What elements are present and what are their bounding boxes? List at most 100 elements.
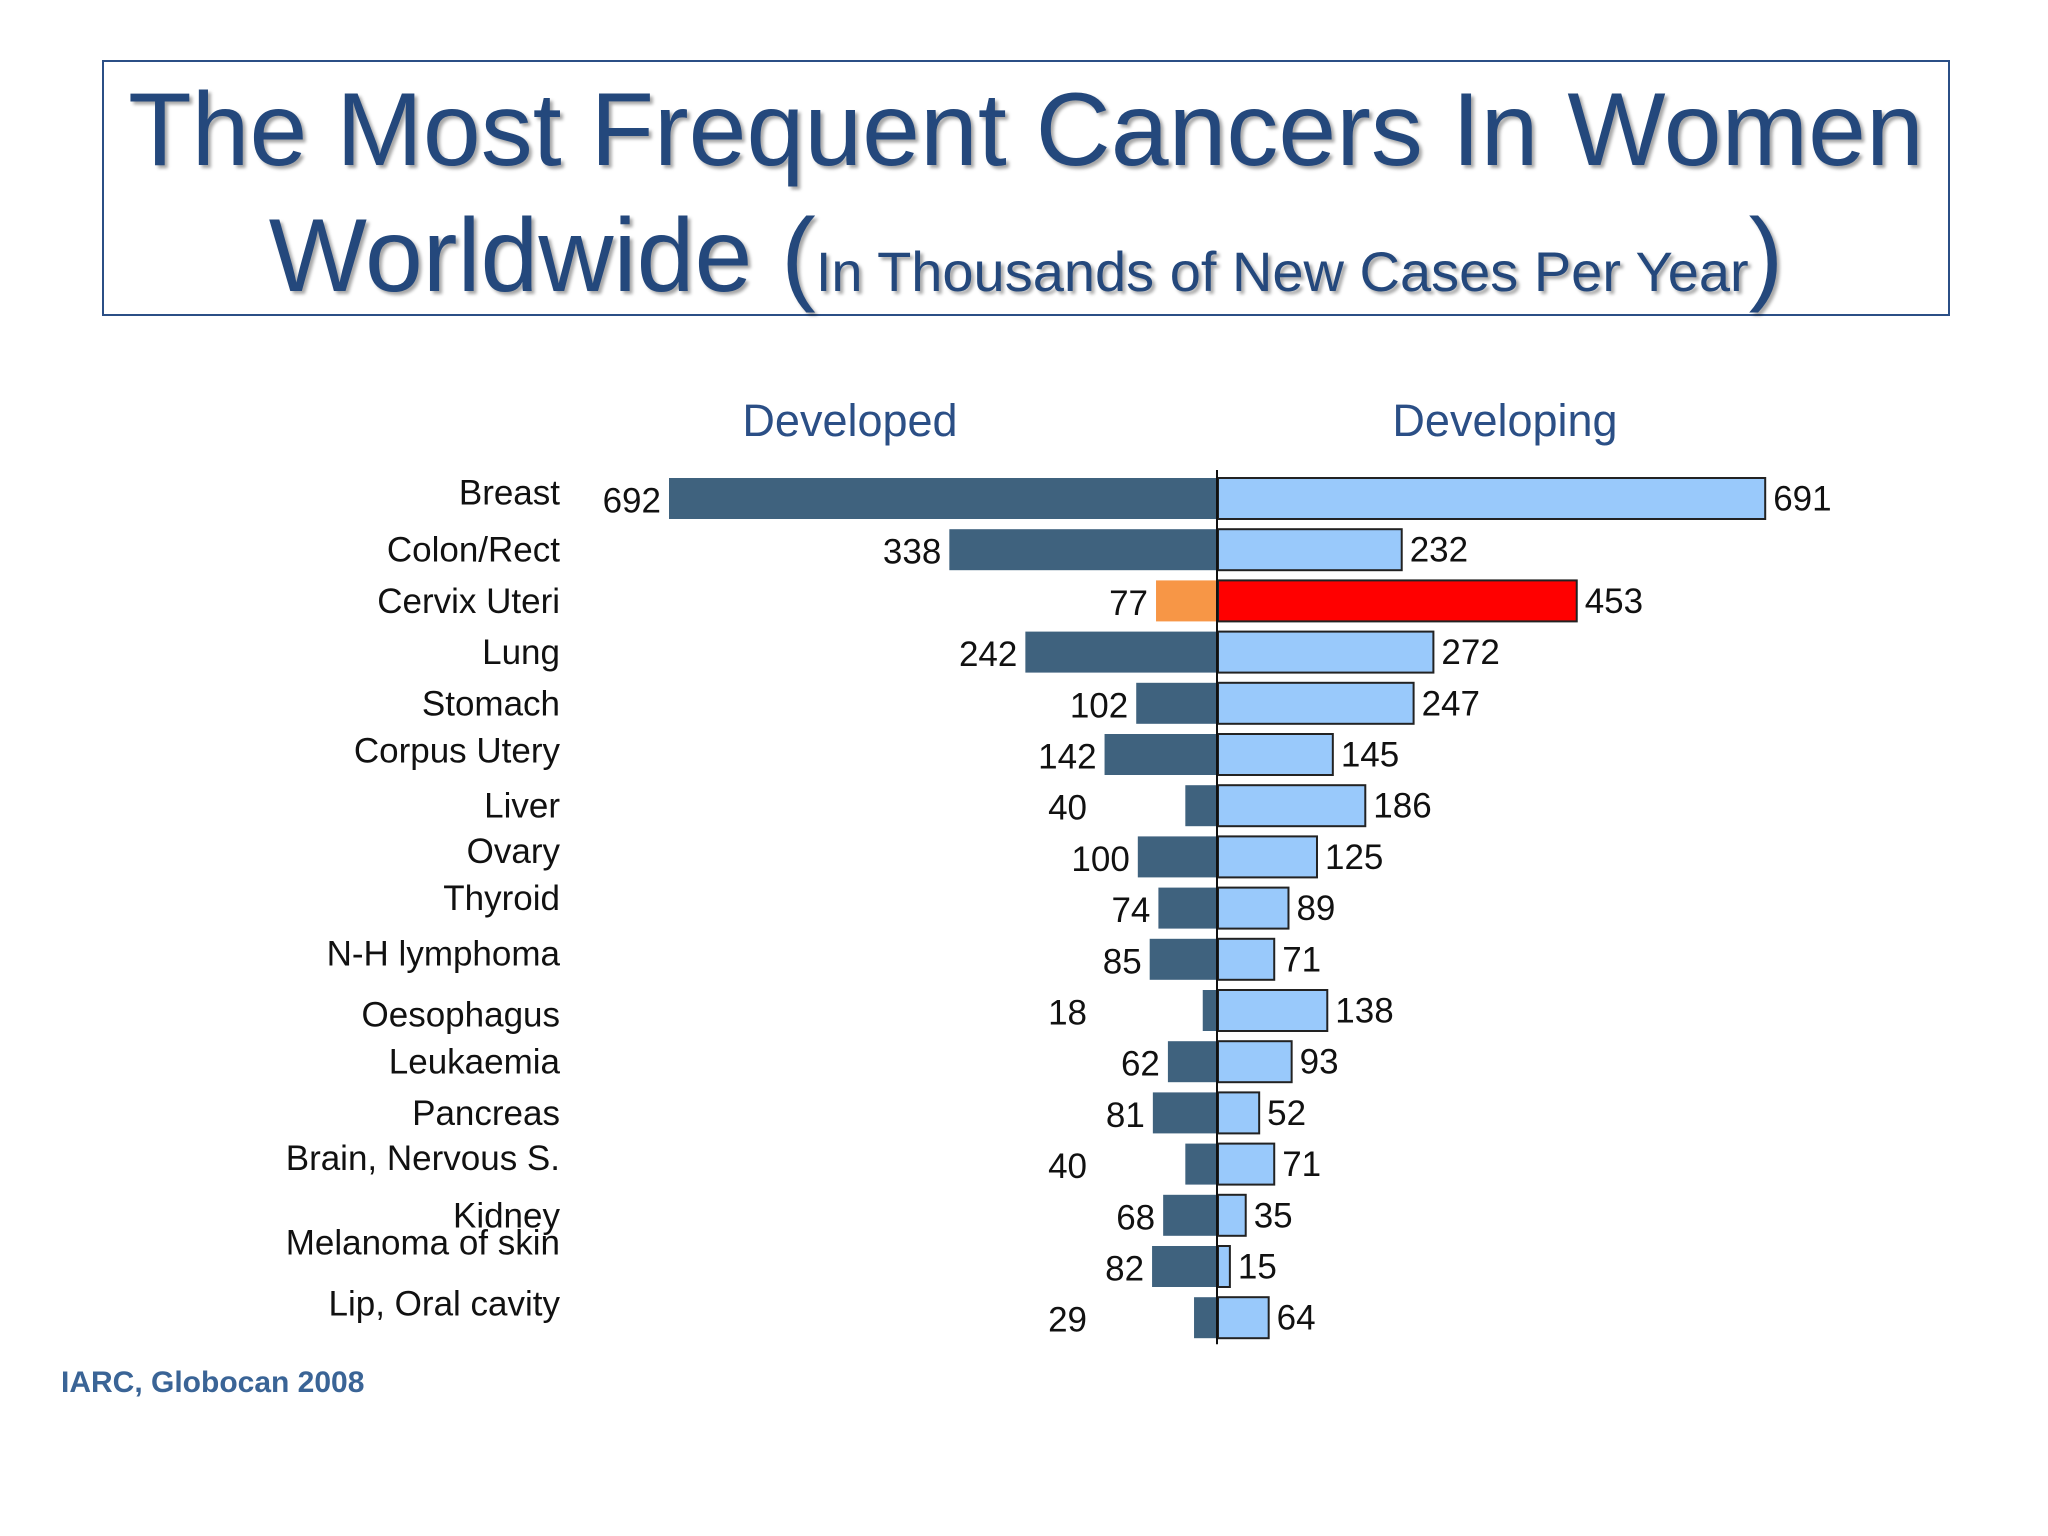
bar-developed-brain-nervous-s — [1185, 1143, 1217, 1185]
category-label-brain-nervous-s: Brain, Nervous S. — [286, 1139, 560, 1178]
value-label-developing-lip-oral-cavity: 64 — [1277, 1299, 1316, 1338]
value-label-developed-ovary: 100 — [1071, 840, 1129, 879]
bar-developed-ovary — [1137, 836, 1217, 878]
value-label-developed-n-h-lymphoma: 85 — [1103, 942, 1142, 981]
value-label-developed-leukaemia: 62 — [1121, 1045, 1160, 1084]
bar-developing-leukaemia — [1217, 1040, 1293, 1084]
category-label-kidney: Kidney — [453, 1196, 561, 1235]
bar-developed-pancreas — [1152, 1092, 1217, 1134]
value-label-developed-breast: 692 — [603, 482, 661, 521]
developing-bars — [1217, 477, 1767, 1340]
value-label-developing-oesophagus: 138 — [1335, 992, 1393, 1031]
value-label-developing-pancreas: 52 — [1267, 1094, 1306, 1133]
bar-developed-corpus-utery — [1104, 734, 1217, 775]
category-label-lip-oral-cavity: Lip, Oral cavity — [329, 1285, 561, 1324]
chart-title-line-1: The Most Frequent Cancers In Women — [128, 72, 1924, 188]
chart-title-main: Worldwide ( — [268, 198, 816, 314]
value-label-developing-cervix-uteri: 453 — [1585, 582, 1643, 621]
category-label-breast: Breast — [459, 474, 560, 513]
value-label-developed-lip-oral-cavity: 29 — [1048, 1301, 1087, 1340]
bar-developing-lung — [1217, 630, 1435, 674]
chart-title-line-2: Worldwide (In Thousands of New Cases Per… — [104, 198, 1948, 330]
bar-developed-breast — [669, 478, 1217, 519]
bar-developing-n-h-lymphoma — [1217, 937, 1276, 981]
value-label-developing-melanoma-of-skin: 15 — [1238, 1248, 1277, 1287]
value-label-developing-breast: 691 — [1773, 480, 1831, 519]
bar-developed-oesophagus — [1202, 990, 1217, 1031]
bar-developed-stomach — [1136, 682, 1217, 724]
value-label-developed-brain-nervous-s: 40 — [1048, 1147, 1087, 1186]
title-box: The Most Frequent Cancers In Women World… — [102, 60, 1950, 316]
bar-developing-thyroid — [1217, 886, 1290, 930]
value-label-developed-liver: 40 — [1048, 789, 1087, 828]
source-note: IARC, Globocan 2008 — [61, 1366, 365, 1399]
value-label-developing-kidney: 35 — [1254, 1196, 1293, 1235]
bar-developing-colon-rect — [1217, 528, 1403, 572]
bar-developed-lung — [1025, 631, 1217, 673]
bar-developed-melanoma-of-skin — [1152, 1246, 1217, 1287]
category-label-lung: Lung — [482, 633, 560, 672]
category-labels: Breast Colon/Rect Cervix Uteri Lung Stomach C… — [286, 474, 561, 1324]
value-label-developing-thyroid: 89 — [1296, 889, 1335, 928]
bar-developing-kidney — [1217, 1193, 1247, 1237]
bar-developing-ovary — [1217, 835, 1318, 879]
value-label-developing-stomach: 247 — [1422, 684, 1480, 723]
heading-developing: Developing — [1392, 395, 1617, 446]
category-label-thyroid: Thyroid — [443, 879, 560, 918]
category-label-corpus-utery: Corpus Utery — [354, 732, 561, 771]
bar-developed-n-h-lymphoma — [1149, 938, 1217, 980]
category-label-oesophagus: Oesophagus — [362, 996, 560, 1035]
bar-developing-melanoma-of-skin — [1217, 1245, 1231, 1288]
category-label-cervix-uteri: Cervix Uteri — [377, 582, 560, 621]
value-label-developing-colon-rect: 232 — [1410, 531, 1468, 570]
value-label-developing-ovary: 125 — [1325, 838, 1383, 877]
value-label-developing-brain-nervous-s: 71 — [1282, 1145, 1321, 1184]
value-label-developed-stomach: 102 — [1070, 686, 1128, 725]
bar-developed-thyroid — [1158, 887, 1217, 929]
value-label-developing-liver: 186 — [1373, 787, 1431, 826]
bar-developed-leukaemia — [1167, 1041, 1217, 1083]
bar-developing-lip-oral-cavity — [1217, 1296, 1270, 1340]
value-label-developing-n-h-lymphoma: 71 — [1282, 940, 1321, 979]
category-label-stomach: Stomach — [422, 684, 560, 723]
value-label-developing-lung: 272 — [1441, 633, 1499, 672]
chart-subtitle: In Thousands of New Cases Per Year — [815, 240, 1749, 303]
bar-developing-brain-nervous-s — [1217, 1142, 1276, 1186]
bar-developing-cervix-uteri — [1217, 579, 1578, 623]
developed-bars — [669, 478, 1217, 1339]
value-label-developed-corpus-utery: 142 — [1038, 738, 1096, 777]
bar-developing-oesophagus — [1217, 989, 1329, 1032]
bar-developed-lip-oral-cavity — [1194, 1297, 1217, 1339]
value-label-developed-pancreas: 81 — [1106, 1096, 1145, 1135]
bar-developing-breast — [1217, 477, 1767, 520]
value-label-developed-thyroid: 74 — [1111, 891, 1150, 930]
bar-developing-stomach — [1217, 681, 1415, 725]
chart-title-close: ) — [1748, 198, 1784, 314]
bar-developed-kidney — [1163, 1194, 1217, 1236]
category-label-colon-rect: Colon/Rect — [387, 531, 560, 570]
value-label-developed-lung: 242 — [959, 635, 1017, 674]
bar-developed-cervix-uteri — [1156, 580, 1217, 622]
category-label-leukaemia: Leukaemia — [389, 1043, 561, 1082]
value-label-developed-oesophagus: 18 — [1048, 994, 1087, 1033]
value-label-developing-corpus-utery: 145 — [1341, 736, 1399, 775]
category-label-n-h-lymphoma: N-H lymphoma — [327, 934, 561, 973]
value-label-developed-colon-rect: 338 — [883, 533, 941, 572]
value-label-developed-melanoma-of-skin: 82 — [1105, 1250, 1144, 1289]
bar-developed-colon-rect — [949, 529, 1217, 571]
heading-developed: Developed — [742, 395, 957, 446]
bar-developing-liver — [1217, 784, 1367, 828]
value-label-developed-cervix-uteri: 77 — [1109, 584, 1148, 623]
bar-developed-liver — [1185, 785, 1217, 827]
category-label-melanoma-of-skin: Melanoma of skin — [286, 1224, 560, 1263]
bar-developing-corpus-utery — [1217, 733, 1334, 776]
category-label-ovary: Ovary — [467, 832, 561, 871]
bar-developing-pancreas — [1217, 1091, 1261, 1135]
value-label-developing-leukaemia: 93 — [1300, 1043, 1339, 1082]
category-label-liver: Liver — [484, 787, 560, 826]
series-headings: Developed Developing — [742, 395, 1617, 446]
category-label-pancreas: Pancreas — [412, 1094, 560, 1133]
value-label-developed-kidney: 68 — [1116, 1198, 1155, 1237]
